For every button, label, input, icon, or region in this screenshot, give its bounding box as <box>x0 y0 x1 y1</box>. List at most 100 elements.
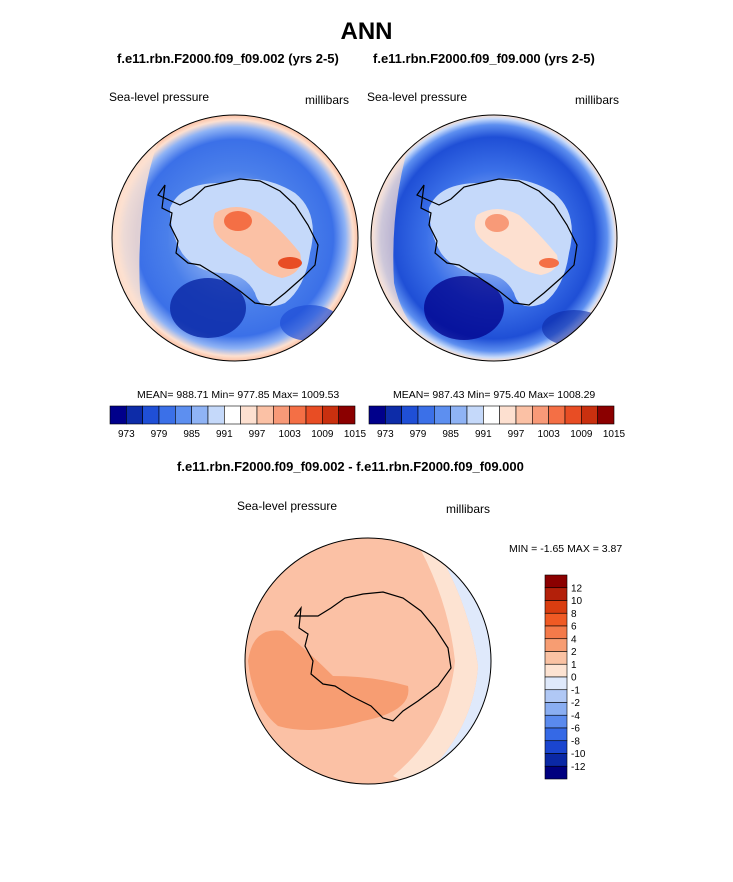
panel-1-stats: MEAN= 988.71 Min= 977.85 Max= 1009.53 <box>137 389 340 401</box>
colorbar-tick-label: 1009 <box>311 429 334 440</box>
colorbar-swatch <box>515 405 533 425</box>
panel-2-title: f.e11.rbn.F2000.f09_f09.000 (yrs 2-5) <box>373 51 595 66</box>
colorbar-tick-label: 1003 <box>538 429 561 440</box>
diff-title: f.e11.rbn.F2000.f09_f09.002 - f.e11.rbn.… <box>177 459 524 474</box>
colorbar-tick-label: 10 <box>571 596 583 607</box>
colorbar-swatch <box>385 405 402 425</box>
colorbar-tick-label: 6 <box>571 622 577 633</box>
colorbar-swatch <box>224 405 241 425</box>
colorbar-swatch <box>544 765 568 780</box>
plateau-max-1 <box>485 214 509 232</box>
colorbar-tick-label: 1003 <box>279 429 302 440</box>
colorbar-tick-label: -10 <box>571 749 586 760</box>
colorbar-swatch <box>544 663 568 678</box>
colorbar-swatch <box>544 702 568 716</box>
panel-2-colorbar: 973 979 985 991 997 1003 1009 1015 <box>368 405 626 440</box>
colorbar-swatch <box>597 405 615 425</box>
colorbar-tick-label: -8 <box>571 736 580 747</box>
panel-2-units: millibars <box>575 93 620 107</box>
colorbar-swatch <box>417 405 435 425</box>
antarctica-coastline <box>293 591 452 722</box>
outer-ring-high-pressure <box>112 115 230 361</box>
colorbar-swatch <box>158 405 176 425</box>
colorbar-swatch <box>544 740 568 754</box>
colorbar-tick-label: -4 <box>571 711 580 722</box>
colorbar-tick-label: -12 <box>571 762 586 773</box>
colorbar-tick-label: 1009 <box>570 429 593 440</box>
colorbar-tick-label: 997 <box>249 429 266 440</box>
plateau-max-2 <box>278 257 302 269</box>
negative-anomaly-zone <box>413 538 491 784</box>
colorbar-swatch <box>191 405 209 425</box>
plateau-max-2 <box>539 258 559 268</box>
map-boundary <box>111 114 359 362</box>
colorbar-swatch <box>273 405 290 425</box>
plateau-max-1 <box>224 211 252 231</box>
panel-1-variable: Sea-level pressure <box>109 90 210 104</box>
colorbar-swatch <box>368 405 386 425</box>
colorbar-tick-label: 973 <box>377 429 394 440</box>
panel-1-title: f.e11.rbn.F2000.f09_f09.002 (yrs 2-5) <box>117 51 339 66</box>
diff-units: millibars <box>446 502 491 516</box>
colorbar-swatch <box>338 405 356 425</box>
panel-1-map <box>111 114 359 362</box>
colorbar-tick-label: 0 <box>571 673 577 684</box>
weak-positive-band <box>393 538 478 784</box>
colorbar-swatch <box>305 405 323 425</box>
colorbar-tick-label: -2 <box>571 698 580 709</box>
colorbar-swatch <box>450 405 468 425</box>
colorbar-swatch <box>142 405 160 425</box>
colorbar-tick-label: 997 <box>508 429 525 440</box>
colorbar-tick-label: 979 <box>410 429 427 440</box>
colorbar-swatch <box>544 574 568 589</box>
colorbar-swatch <box>207 405 225 425</box>
colorbar-tick-label: 991 <box>216 429 233 440</box>
colorbar-swatch <box>548 405 566 425</box>
antarctica-coastline <box>416 178 578 306</box>
panel-1-colorbar: 973 979 985 991 997 1003 1009 1015 <box>109 405 367 440</box>
low-pressure-zone <box>542 310 606 346</box>
colorbar-tick-label: 4 <box>571 634 577 645</box>
colorbar-swatch <box>434 405 451 425</box>
colorbar-tick-label: 973 <box>118 429 135 440</box>
colorbar-swatch <box>544 689 568 703</box>
colorbar-swatch <box>109 405 127 425</box>
colorbar-tick-label: 1 <box>571 660 577 671</box>
antarctica-coastline <box>157 178 319 306</box>
panel-2-variable: Sea-level pressure <box>367 90 468 104</box>
colorbar-swatch <box>544 587 568 601</box>
diff-variable: Sea-level pressure <box>237 499 338 513</box>
outer-ring-high-pressure <box>371 115 479 361</box>
colorbar-tick-label: 985 <box>442 429 459 440</box>
colorbar-tick-label: 2 <box>571 647 577 658</box>
colorbar-swatch <box>581 405 598 425</box>
colorbar-tick-label: 1015 <box>603 429 626 440</box>
colorbar-tick-label: -1 <box>571 685 580 696</box>
colorbar-swatch <box>322 405 339 425</box>
colorbar-tick-label: 979 <box>151 429 168 440</box>
colorbar-swatch <box>564 405 582 425</box>
colorbar-tick-label: 8 <box>571 609 577 620</box>
panel-2-stats: MEAN= 987.43 Min= 975.40 Max= 1008.29 <box>393 389 596 401</box>
colorbar-swatch <box>256 405 274 425</box>
colorbar-swatch <box>544 676 568 691</box>
panel-2-map <box>370 114 618 362</box>
low-pressure-center <box>424 276 504 340</box>
diff-stats: MIN = -1.65 MAX = 3.87 <box>509 543 623 555</box>
colorbar-swatch <box>126 405 143 425</box>
colorbar-swatch <box>544 727 568 742</box>
colorbar-swatch <box>466 405 484 425</box>
colorbar-swatch <box>289 405 307 425</box>
colorbar-swatch <box>544 612 568 627</box>
colorbar-swatch <box>544 625 568 640</box>
page-title: ANN <box>340 18 393 45</box>
colorbar-swatch <box>483 405 500 425</box>
diff-map <box>244 537 492 785</box>
colorbar-swatch <box>401 405 419 425</box>
colorbar-tick-label: 12 <box>571 583 583 594</box>
colorbar-tick-label: 991 <box>475 429 492 440</box>
colorbar-swatch <box>544 600 568 614</box>
map-boundary <box>244 537 492 785</box>
colorbar-swatch <box>544 753 568 767</box>
